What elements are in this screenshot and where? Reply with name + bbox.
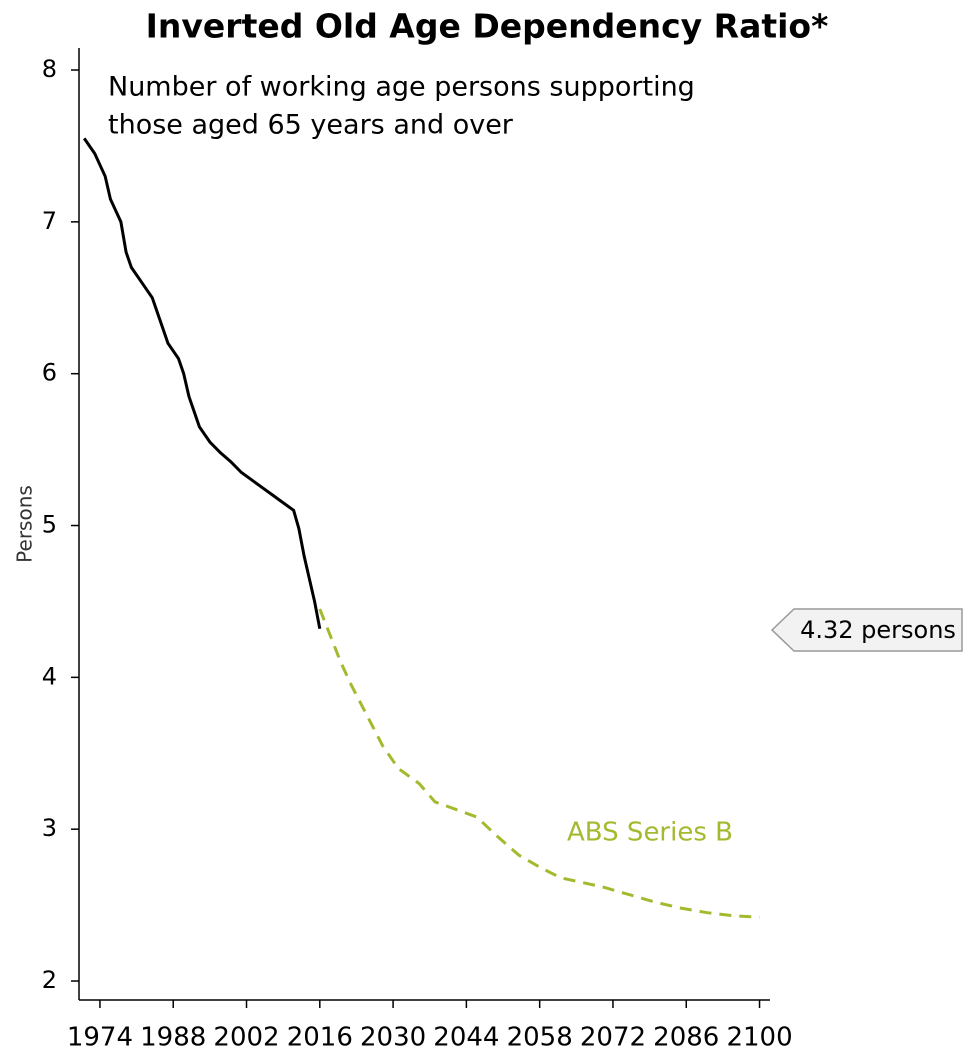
x-tick-label: 2002	[213, 1023, 279, 1053]
x-tick-label: 2044	[433, 1023, 499, 1053]
x-tick-label: 1974	[67, 1023, 133, 1053]
x-tick-label: 2086	[653, 1023, 719, 1053]
y-tick-label: 7	[42, 207, 57, 235]
series-label: ABS Series B	[567, 818, 733, 848]
x-tick-label: 2030	[360, 1023, 426, 1053]
y-axis-label: Persons	[13, 485, 37, 563]
callout-label: 4.32 persons	[800, 616, 956, 644]
x-tick-label: 2072	[580, 1023, 646, 1053]
series-line	[82, 137, 322, 630]
x-tick-label: 2058	[507, 1023, 573, 1053]
series-line	[318, 608, 760, 919]
y-tick-label: 5	[42, 511, 57, 539]
x-tick-label: 2100	[726, 1023, 792, 1053]
subtitle: those aged 65 years and over	[108, 110, 514, 141]
subtitle: Number of working age persons supporting	[108, 72, 695, 103]
chart-title: Inverted Old Age Dependency Ratio*	[146, 7, 829, 46]
y-tick-label: 6	[42, 359, 57, 387]
x-tick-label: 1988	[140, 1023, 206, 1053]
y-tick-label: 4	[42, 662, 57, 690]
y-tick-label: 2	[42, 966, 57, 994]
y-tick-label: 8	[42, 55, 57, 83]
x-tick-label: 2016	[287, 1023, 353, 1053]
y-tick-label: 3	[42, 814, 57, 842]
callout-box	[770, 608, 963, 652]
